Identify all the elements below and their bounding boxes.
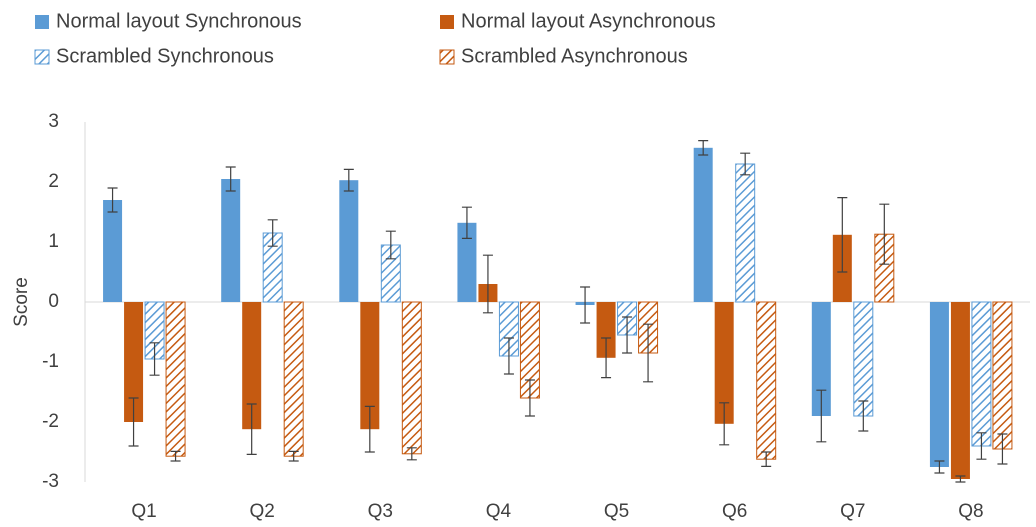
error-bar [461,206,472,239]
error-bar [246,403,257,455]
bar [714,302,734,424]
error-bar [343,168,354,192]
error-bar [225,166,236,192]
error-bar [997,433,1008,465]
legend-swatch [440,15,454,29]
error-bar [622,316,633,354]
y-tick-label: 1 [48,231,59,252]
bar [457,222,477,302]
bar [401,301,422,455]
legend-swatch [439,49,455,65]
x-tick-label: Q1 [131,501,156,522]
error-bar [837,197,848,273]
bar [360,302,380,430]
x-tick-label: Q3 [368,501,393,522]
legend-label: Normal layout Asynchronous [461,10,716,32]
legend-swatch [35,15,49,29]
y-tick-label: 0 [48,291,59,312]
x-tick-label: Q7 [840,501,865,522]
error-bar [107,187,118,213]
error-bar [879,203,890,265]
legend-label: Scrambled Asynchronous [461,45,688,67]
error-bar [601,337,612,379]
error-bar [288,450,299,462]
error-bar [643,323,654,383]
error-bar [267,219,278,247]
y-tick-label: -1 [42,351,59,372]
bar [971,301,992,447]
error-bar [698,140,709,156]
bar [165,301,186,457]
bar [950,302,970,479]
error-bar [524,379,535,417]
y-tick-label: 3 [48,111,59,132]
error-bar [149,342,160,376]
x-tick-label: Q6 [722,501,747,522]
error-bar [740,152,751,176]
error-bar [955,475,966,483]
error-bar [719,402,730,446]
error-bar [934,460,945,474]
bar [124,302,144,422]
x-tick-label: Q2 [250,501,275,522]
x-tick-label: Q5 [604,501,629,522]
x-tick-label: Q4 [486,501,512,522]
error-bar [816,389,827,443]
bar [693,147,713,302]
legend-label: Scrambled Synchronous [56,45,274,67]
error-bar [170,450,181,462]
bar [103,200,123,302]
error-bar [761,451,772,467]
bar [929,302,949,467]
bar [735,163,756,303]
y-tick-label: -3 [42,471,59,492]
bar [992,301,1013,450]
error-bar [128,397,139,447]
error-bar [580,286,591,324]
y-axis-label: Score [11,277,32,327]
bar [242,302,262,430]
bar [756,301,777,460]
error-bar [858,400,869,432]
bar [811,302,831,416]
error-bar [482,254,493,314]
bar [853,301,874,417]
error-bar [976,432,987,460]
bar [221,179,241,302]
error-bar [364,405,375,453]
bar [339,180,359,302]
y-tick-label: 2 [48,171,59,192]
error-bar [385,230,396,260]
y-tick-label: -2 [42,411,59,432]
legend-swatch [34,49,50,65]
x-tick-label: Q8 [958,501,983,522]
error-bar [406,447,417,461]
bar [283,301,304,457]
legend-label: Normal layout Synchronous [56,10,302,32]
bar [596,302,616,358]
error-bar [503,337,514,375]
